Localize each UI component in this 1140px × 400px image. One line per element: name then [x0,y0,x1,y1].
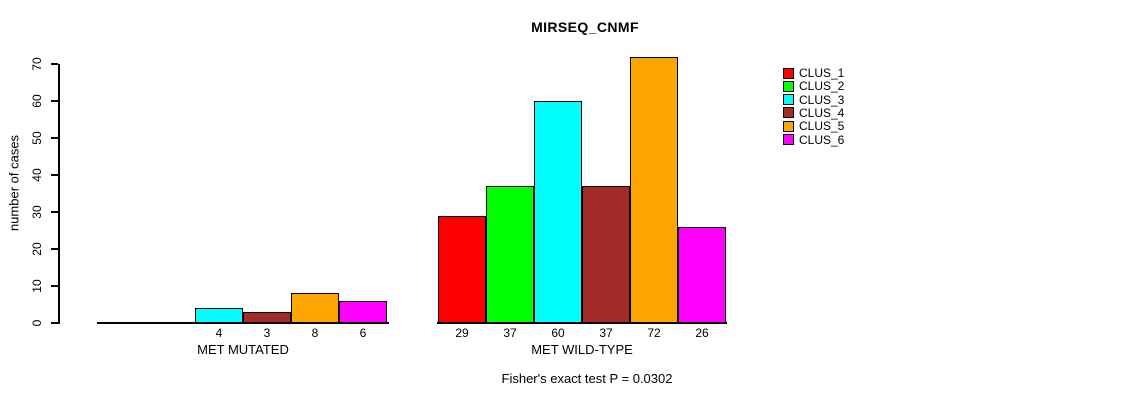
legend-color-swatch [783,67,794,79]
y-axis-tick [50,137,58,139]
legend-color-swatch [783,107,794,119]
legend-label: CLUS_1 [799,66,845,80]
legend-item-clus-6: CLUS_6 [783,134,844,146]
y-axis-tick [50,248,58,250]
bar-value-label-clus-6-met-mutated: 6 [359,326,367,340]
bar-clus-6-met-mutated [339,300,387,323]
bar-clus-3-met-mutated [195,308,243,323]
x-group-label-met-wild-type: MET WILD-TYPE [531,342,633,357]
legend-label: CLUS_3 [799,92,845,107]
legend-item-clus-5: CLUS_5 [783,120,844,132]
bar-clus-4-met-mutated [243,311,291,323]
y-axis-tick [50,322,58,324]
legend-item-clus-2: CLUS_2 [783,80,844,92]
bar-value-label-clus-2-met-wild-type: 37 [503,326,517,340]
bar-value-label-clus-4-met-wild-type: 37 [599,326,613,340]
y-axis-tick-label: 50 [30,131,44,145]
legend-color-swatch [783,134,794,145]
y-axis-tick [50,211,58,213]
y-axis-tick [50,63,58,65]
legend-label: CLUS_6 [799,132,845,147]
legend-item-clus-3: CLUS_3 [783,94,844,106]
bar-value-label-clus-5-met-wild-type: 72 [647,326,661,340]
bar-value-label-clus-5-met-mutated: 8 [311,326,319,340]
bar-clus-3-met-wild-type [534,101,582,323]
legend-color-swatch [783,94,794,106]
bar-clus-2-met-wild-type [486,186,534,323]
fisher-test-annotation: Fisher's exact test P = 0.0302 [501,371,673,386]
x-group-label-met-mutated: MET MUTATED [197,342,289,357]
y-axis-tick-label: 10 [30,279,44,293]
bar-clus-1-met-wild-type [438,215,486,323]
bar-value-label-clus-4-met-mutated: 3 [263,326,271,340]
y-axis-tick-label: 70 [30,57,44,71]
y-axis-tick-label: 20 [30,242,44,256]
y-axis-tick-label: 60 [30,94,44,108]
bar-clus-4-met-wild-type [582,186,630,323]
bar-clus-5-met-mutated [291,293,339,323]
y-axis-tick [50,174,58,176]
chart-title: MIRSEQ_CNMF [531,19,639,35]
legend-label: CLUS_2 [799,79,845,94]
y-axis-tick-label: 0 [30,319,44,327]
y-axis-line [58,64,60,324]
y-axis-tick-label: 40 [30,168,44,182]
bar-value-label-clus-1-met-wild-type: 29 [455,326,469,340]
legend-label: CLUS_5 [799,119,845,134]
bar-clus-6-met-wild-type [678,226,726,323]
legend-item-clus-1: CLUS_1 [783,67,844,79]
bar-value-label-clus-6-met-wild-type: 26 [695,326,709,340]
y-axis-tick-label: 30 [30,205,44,219]
legend-label: CLUS_4 [799,105,845,120]
bar-value-label-clus-3-met-wild-type: 60 [551,326,565,340]
bar-clus-5-met-wild-type [630,56,678,323]
legend-color-swatch [783,80,794,92]
legend-item-clus-4: CLUS_4 [783,107,844,119]
bar-value-label-clus-3-met-mutated: 4 [215,326,223,340]
legend-color-swatch [783,120,794,132]
y-axis-tick [50,285,58,287]
y-axis-tick [50,100,58,102]
